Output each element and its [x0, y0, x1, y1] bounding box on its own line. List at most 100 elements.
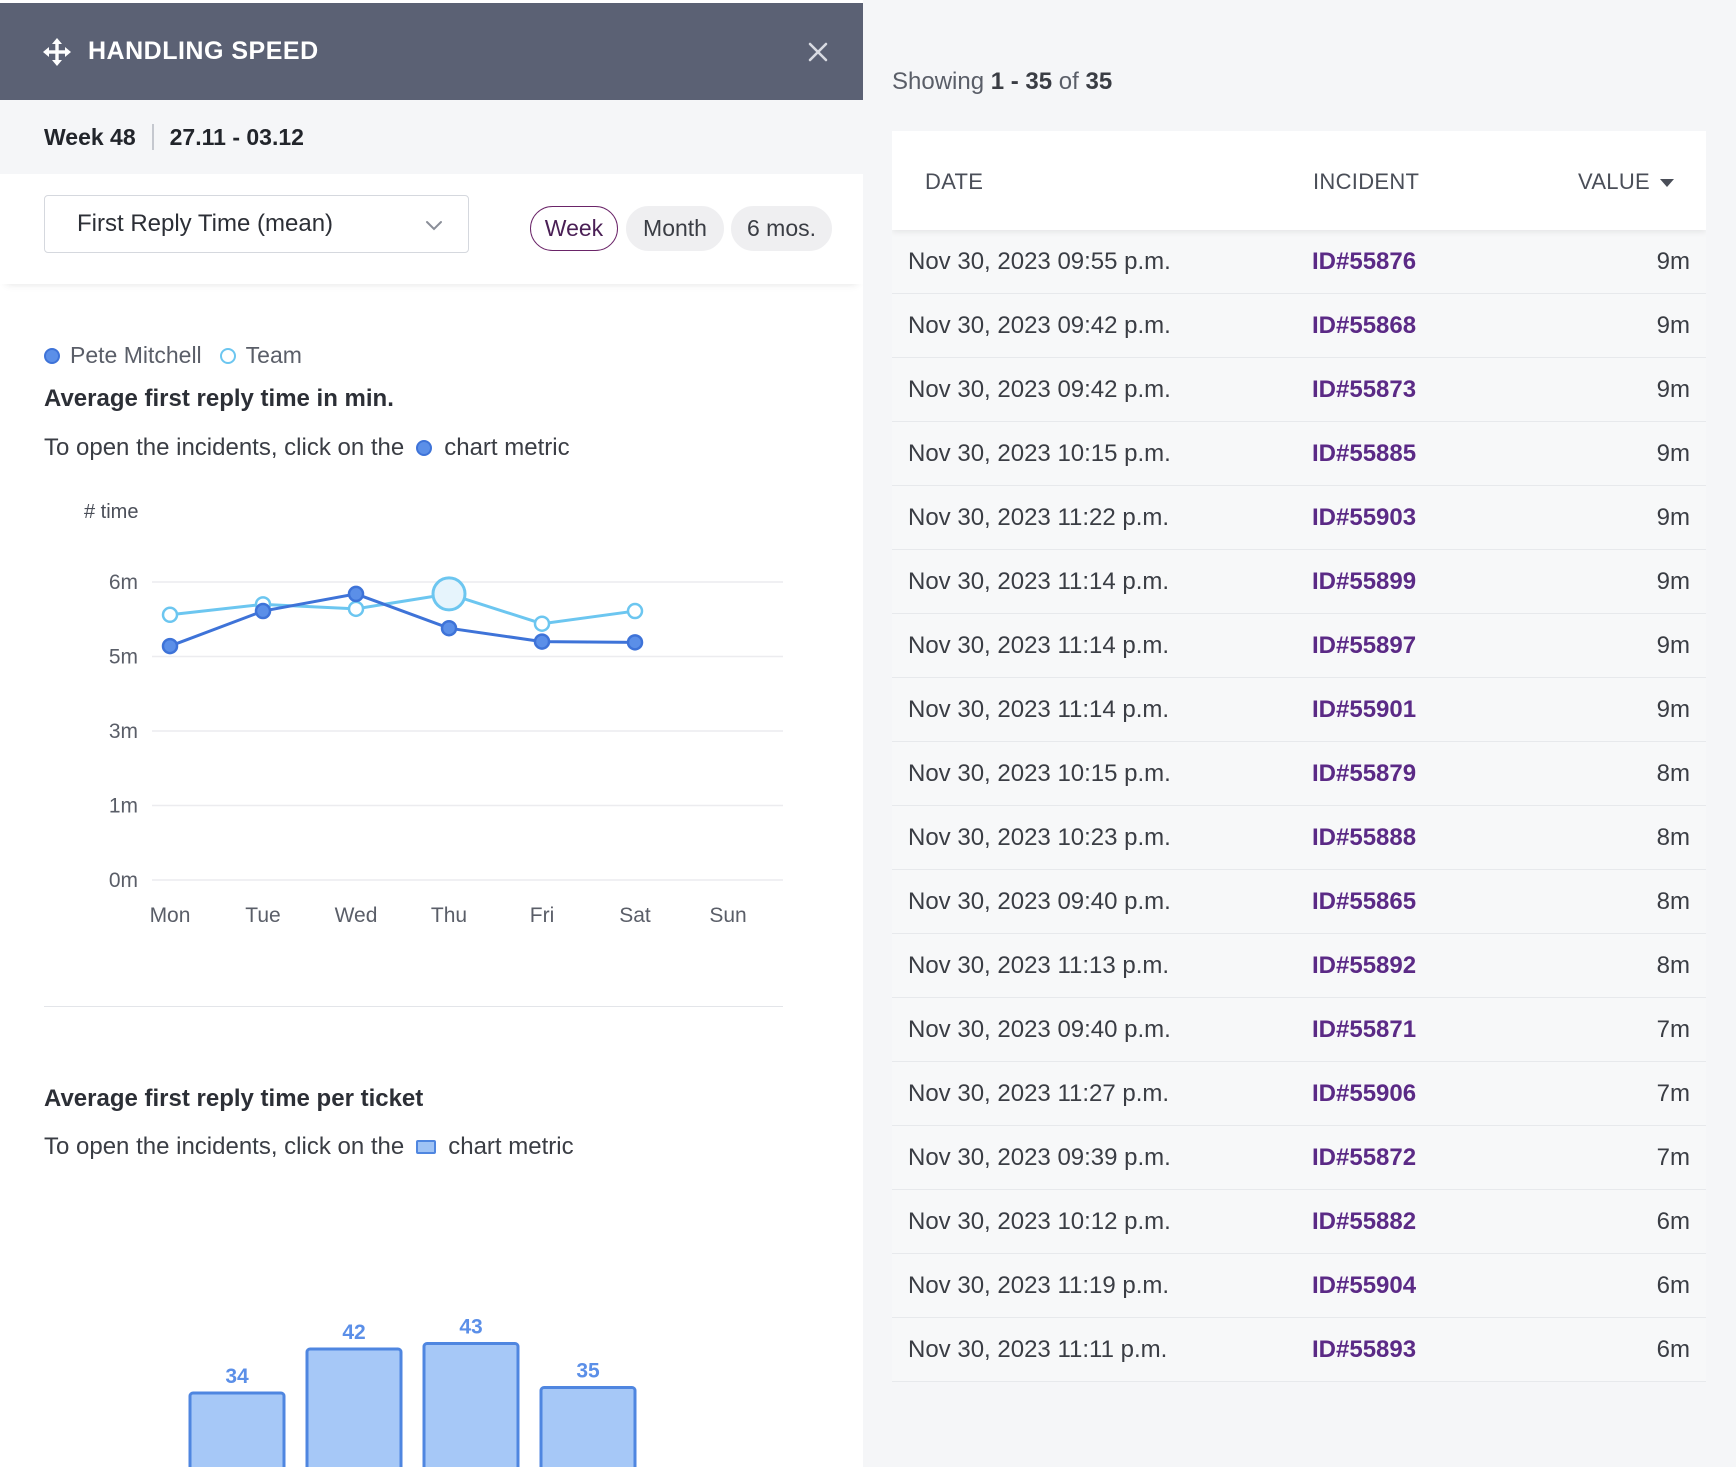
row-date: Nov 30, 2023 11:14 p.m. [908, 568, 1170, 595]
table-row[interactable]: Nov 30, 2023 10:23 p.m. ID#55888 8m [892, 806, 1706, 870]
column-header-value[interactable]: VALUE [1578, 169, 1674, 195]
row-date: Nov 30, 2023 10:12 p.m. [908, 1208, 1171, 1235]
row-date: Nov 30, 2023 10:23 p.m. [908, 824, 1171, 851]
row-incident-link[interactable]: ID#55904 [1312, 1272, 1417, 1299]
bar[interactable] [188, 1391, 286, 1467]
showing-prefix: Showing [892, 68, 985, 95]
data-point-team[interactable] [161, 606, 179, 624]
series-line-team [169, 592, 636, 626]
row-incident-link[interactable]: ID#55885 [1312, 440, 1417, 467]
showing-range: 1 - 35 [990, 68, 1053, 95]
data-point-pete-mitchell[interactable] [533, 633, 551, 650]
table-row[interactable]: Nov 30, 2023 10:15 p.m. ID#55885 9m [892, 422, 1706, 486]
table-row[interactable]: Nov 30, 2023 10:12 p.m. ID#55882 6m [892, 1190, 1706, 1254]
table-row[interactable]: Nov 30, 2023 11:14 p.m. ID#55901 9m [892, 678, 1706, 742]
x-tick-label: Tue [245, 904, 280, 927]
column-header-incident[interactable]: INCIDENT [1313, 169, 1420, 194]
showing-count: Showing 1 - 35 of 35 [892, 68, 1112, 96]
row-incident-link[interactable]: ID#55897 [1312, 632, 1417, 659]
row-incident-link[interactable]: ID#55893 [1312, 1336, 1417, 1363]
line-hint-after: chart metric [444, 434, 570, 461]
data-point-team[interactable] [431, 576, 467, 612]
data-point-pete-mitchell[interactable] [440, 619, 458, 637]
legend-item-team[interactable]: Team [219, 342, 302, 369]
table-row[interactable]: Nov 30, 2023 11:14 p.m. ID#55897 9m [892, 614, 1706, 678]
y-tick-label: 3m [109, 720, 138, 743]
handling-speed-panel: HANDLING SPEED Week 48 27.11 - 03.12 Fir… [0, 0, 863, 1467]
table-row[interactable]: Nov 30, 2023 11:11 p.m. ID#55893 6m [892, 1318, 1706, 1382]
row-incident-link[interactable]: ID#55876 [1312, 248, 1417, 275]
x-tick-label: Fri [530, 904, 555, 927]
table-row[interactable]: Nov 30, 2023 09:42 p.m. ID#55873 9m [892, 358, 1706, 422]
row-value: 7m [1656, 1144, 1690, 1171]
chevron-down-icon [426, 221, 442, 231]
row-value: 9m [1656, 696, 1690, 723]
legend-item-pete-mitchell[interactable]: Pete Mitchell [44, 342, 202, 369]
row-incident-link[interactable]: ID#55903 [1312, 504, 1417, 531]
row-incident-link[interactable]: ID#55868 [1312, 312, 1417, 339]
row-value: 6m [1656, 1208, 1690, 1235]
bar[interactable] [305, 1347, 403, 1467]
row-incident-link[interactable]: ID#55888 [1312, 824, 1417, 851]
table-row[interactable]: Nov 30, 2023 11:22 p.m. ID#55903 9m [892, 486, 1706, 550]
bar[interactable] [422, 1342, 520, 1467]
row-date: Nov 30, 2023 09:39 p.m. [908, 1144, 1171, 1171]
table-row[interactable]: Nov 30, 2023 09:40 p.m. ID#55865 8m [892, 870, 1706, 934]
metric-select[interactable]: First Reply Time (mean) [44, 195, 469, 253]
sort-descending-icon[interactable] [1660, 178, 1674, 188]
row-value: 9m [1656, 568, 1690, 595]
row-incident-link[interactable]: ID#55899 [1312, 568, 1417, 595]
table-row[interactable]: Nov 30, 2023 09:55 p.m. ID#55876 9m [892, 230, 1706, 294]
table-row[interactable]: Nov 30, 2023 10:15 p.m. ID#55879 8m [892, 742, 1706, 806]
table-row[interactable]: Nov 30, 2023 09:42 p.m. ID#55868 9m [892, 294, 1706, 358]
table-row[interactable]: Nov 30, 2023 11:27 p.m. ID#55906 7m [892, 1062, 1706, 1126]
range-week-button[interactable]: Week [530, 206, 618, 251]
table-row[interactable]: Nov 30, 2023 09:40 p.m. ID#55871 7m [892, 998, 1706, 1062]
data-point-pete-mitchell[interactable] [347, 585, 365, 603]
row-incident-link[interactable]: ID#55865 [1312, 888, 1417, 915]
data-point-pete-mitchell[interactable] [254, 602, 272, 620]
row-incident-link[interactable]: ID#55873 [1312, 376, 1417, 403]
showing-total: 35 [1085, 68, 1113, 95]
bar[interactable] [539, 1386, 637, 1467]
data-point-pete-mitchell[interactable] [161, 637, 179, 655]
move-icon[interactable] [42, 37, 72, 67]
row-incident-link[interactable]: ID#55879 [1312, 760, 1417, 787]
x-tick-label: Mon [150, 904, 191, 927]
table-row[interactable]: Nov 30, 2023 11:14 p.m. ID#55899 9m [892, 550, 1706, 614]
row-value: 9m [1656, 440, 1690, 467]
data-point-pete-mitchell[interactable] [626, 634, 644, 651]
x-tick-label: Sat [619, 904, 651, 927]
row-value: 8m [1656, 824, 1690, 851]
row-incident-link[interactable]: ID#55906 [1312, 1080, 1417, 1107]
data-point-team[interactable] [626, 602, 644, 620]
data-point-team[interactable] [533, 615, 551, 632]
row-incident-link[interactable]: ID#55882 [1312, 1208, 1417, 1235]
row-date: Nov 30, 2023 11:14 p.m. [908, 696, 1170, 723]
row-incident-link[interactable]: ID#55872 [1312, 1144, 1417, 1171]
row-incident-link[interactable]: ID#55901 [1312, 696, 1417, 723]
table-row[interactable]: Nov 30, 2023 11:13 p.m. ID#55892 8m [892, 934, 1706, 998]
range-month-button[interactable]: Month [626, 206, 724, 251]
legend-dot-primary [44, 347, 60, 364]
row-date: Nov 30, 2023 11:11 p.m. [908, 1336, 1168, 1363]
row-value: 6m [1656, 1336, 1690, 1363]
row-date: Nov 30, 2023 11:13 p.m. [908, 952, 1170, 979]
table-row[interactable]: Nov 30, 2023 09:39 p.m. ID#55872 7m [892, 1126, 1706, 1190]
table-row[interactable]: Nov 30, 2023 11:19 p.m. ID#55904 6m [892, 1254, 1706, 1318]
close-icon[interactable] [807, 41, 829, 63]
row-incident-link[interactable]: ID#55871 [1312, 1016, 1417, 1043]
chart-legend: Pete Mitchell Team [44, 342, 320, 369]
row-value: 8m [1656, 760, 1690, 787]
range-6-months-button[interactable]: 6 mos. [731, 206, 832, 251]
row-value: 9m [1656, 376, 1690, 403]
panel-header[interactable]: HANDLING SPEED [0, 3, 863, 100]
row-incident-link[interactable]: ID#55892 [1312, 952, 1417, 979]
line-chart: # time 0m 1m 3m 5m 6m Mon Tue Wed Thu Fri Sat Sun [84, 501, 783, 927]
y-tick-label: 1m [109, 795, 138, 818]
row-value: 7m [1656, 1080, 1690, 1107]
column-header-date[interactable]: DATE [925, 169, 984, 194]
line-chart-title: Average first reply time in min. [44, 385, 394, 412]
row-date: Nov 30, 2023 10:15 p.m. [908, 760, 1171, 787]
data-point-team[interactable] [347, 600, 365, 618]
